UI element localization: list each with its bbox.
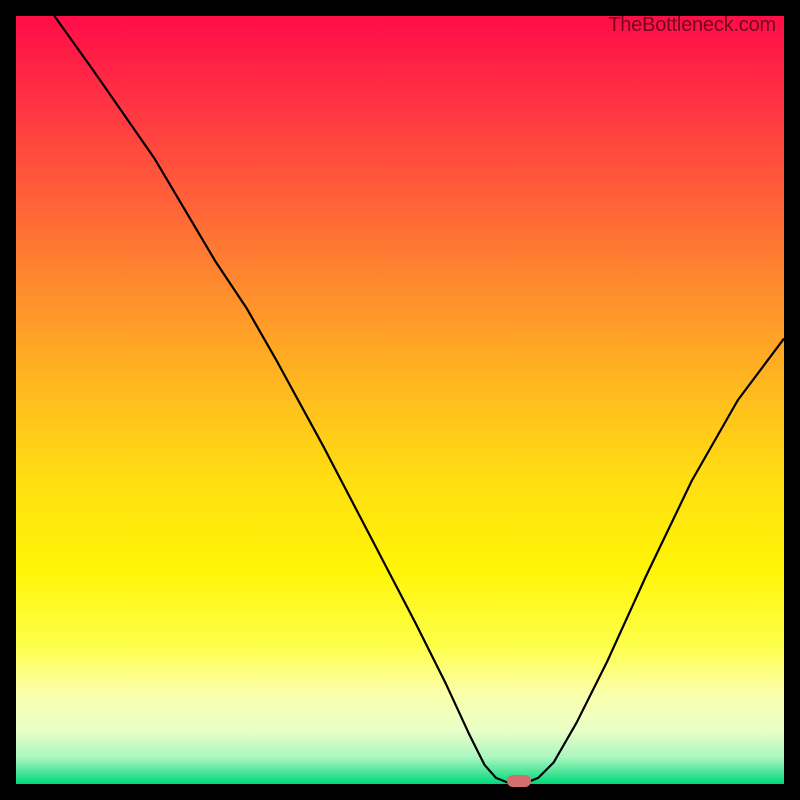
- plot-area: [16, 16, 784, 784]
- gradient-background: [16, 16, 784, 784]
- chart-frame: TheBottleneck.com: [0, 0, 800, 800]
- optimal-marker: [507, 775, 531, 787]
- gradient-svg: [16, 16, 784, 784]
- watermark-text: TheBottleneck.com: [608, 14, 776, 37]
